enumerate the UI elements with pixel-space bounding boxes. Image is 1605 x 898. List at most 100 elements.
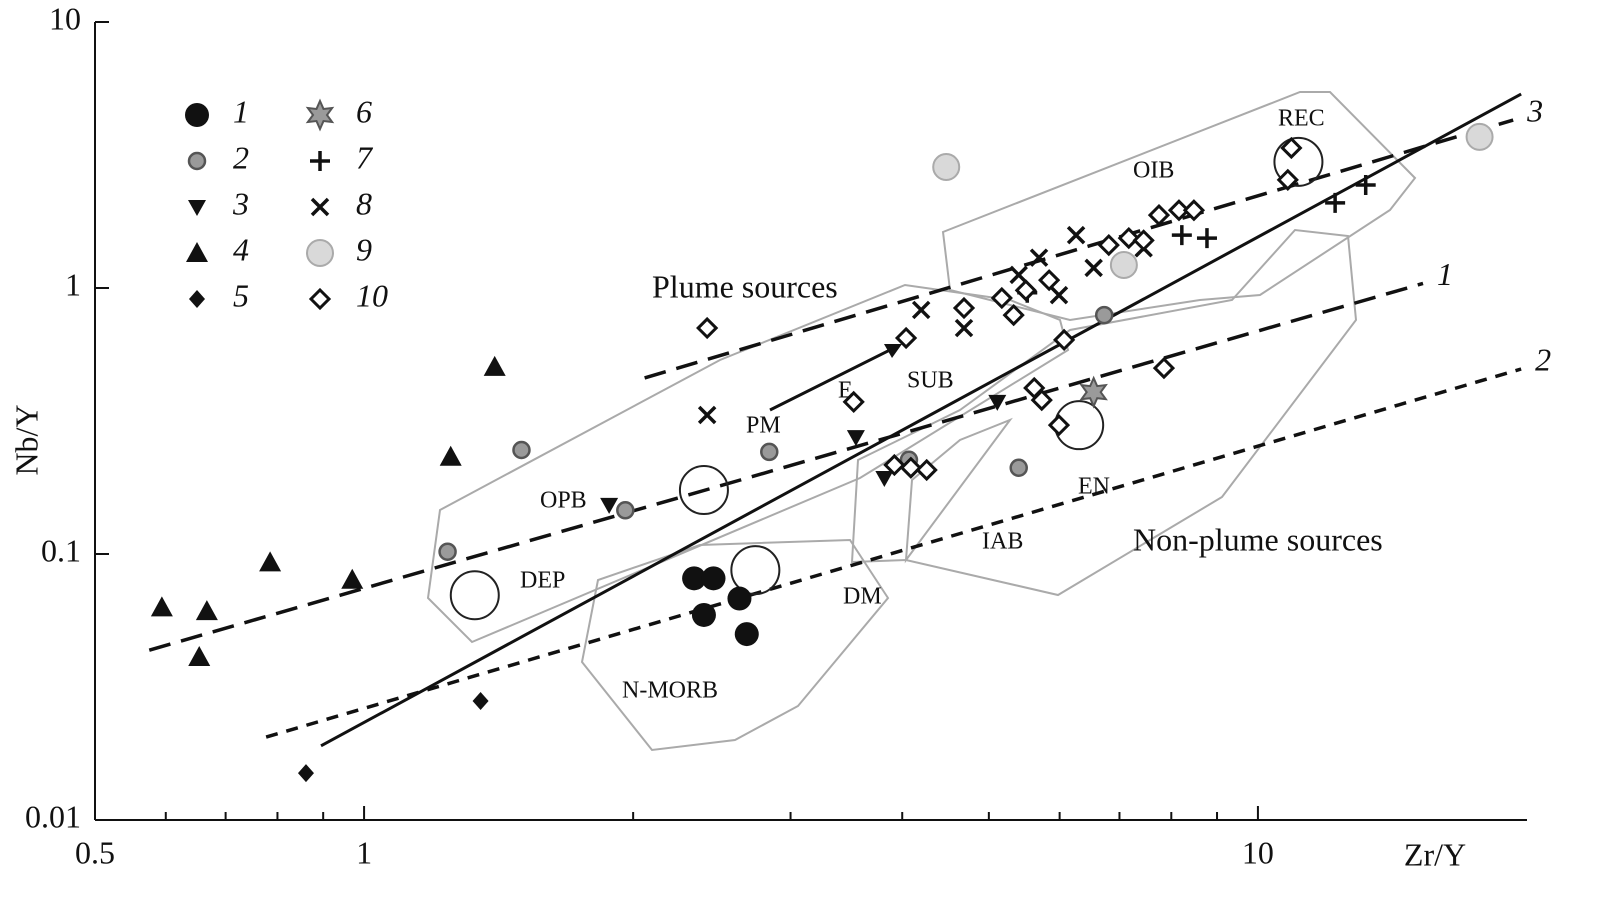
reference-point bbox=[449, 570, 500, 621]
data-point bbox=[1002, 303, 1025, 327]
annotation: DEP bbox=[520, 568, 565, 594]
data-point bbox=[894, 326, 918, 350]
x-axis-label: Zr/Y bbox=[1404, 836, 1466, 872]
x-tick-label: 0.5 bbox=[75, 834, 115, 870]
data-point bbox=[1147, 203, 1171, 227]
data-point bbox=[1167, 199, 1191, 222]
data-point bbox=[691, 602, 716, 627]
legend-marker bbox=[305, 98, 335, 132]
legend-label: 2 bbox=[233, 139, 249, 175]
data-point bbox=[1182, 199, 1206, 222]
data-point bbox=[1030, 388, 1053, 412]
y-tick-label: 0.1 bbox=[41, 532, 81, 568]
data-point bbox=[1038, 269, 1061, 292]
data-point bbox=[439, 445, 462, 466]
annotation: DM bbox=[843, 584, 882, 610]
fit-line bbox=[320, 92, 1522, 748]
data-point bbox=[952, 296, 976, 320]
oib-field bbox=[941, 91, 1417, 322]
data-point bbox=[883, 453, 906, 477]
data-point bbox=[1132, 229, 1155, 252]
annotation: REC bbox=[1278, 106, 1325, 132]
data-point bbox=[1094, 305, 1114, 325]
legend-label: 10 bbox=[356, 277, 388, 313]
data-point bbox=[195, 600, 218, 621]
data-point bbox=[1109, 251, 1138, 280]
data-point bbox=[1325, 192, 1346, 213]
legend-marker bbox=[308, 287, 332, 311]
data-point bbox=[899, 456, 922, 479]
data-point bbox=[1009, 458, 1028, 477]
legend-label: 8 bbox=[356, 185, 372, 221]
legend-label: 4 bbox=[233, 231, 249, 267]
data-point bbox=[1014, 279, 1037, 302]
legend-marker bbox=[185, 103, 209, 127]
data-point bbox=[954, 318, 974, 338]
data-point bbox=[341, 568, 364, 589]
data-point bbox=[512, 440, 531, 460]
legend-marker bbox=[310, 151, 330, 171]
data-point bbox=[682, 566, 707, 591]
annotation: OIB bbox=[1133, 158, 1174, 184]
legend-label: 7 bbox=[356, 139, 374, 175]
data-point bbox=[1152, 356, 1176, 380]
data-point bbox=[188, 645, 211, 666]
data-point bbox=[1049, 285, 1069, 305]
line-label: 2 bbox=[1535, 341, 1551, 377]
data-point bbox=[1053, 328, 1076, 352]
data-point bbox=[1171, 225, 1192, 246]
y-tick-label: 1 bbox=[65, 266, 81, 302]
annotation: N-MORB bbox=[622, 678, 718, 704]
line-label: 1 bbox=[1437, 256, 1453, 292]
data-point bbox=[1084, 258, 1103, 278]
legend-label: 9 bbox=[356, 231, 372, 267]
legend-marker bbox=[310, 197, 330, 217]
legend-label: 6 bbox=[356, 93, 372, 129]
legend-label: 5 bbox=[233, 277, 249, 313]
data-point bbox=[988, 394, 1007, 411]
annotation: SUB bbox=[907, 368, 954, 394]
data-point bbox=[760, 442, 779, 462]
data-point bbox=[875, 471, 894, 488]
y-tick-label: 0.01 bbox=[25, 798, 81, 834]
data-point bbox=[483, 355, 506, 376]
data-point bbox=[1029, 248, 1049, 267]
legend-marker bbox=[188, 200, 206, 216]
annotation: Plume sources bbox=[652, 268, 838, 304]
data-point bbox=[1047, 414, 1071, 437]
data-point bbox=[1465, 122, 1494, 151]
legend-marker bbox=[306, 239, 335, 267]
data-point bbox=[1276, 168, 1299, 191]
y-axis-label: Nb/Y bbox=[8, 404, 44, 475]
legend-marker bbox=[187, 151, 207, 171]
y-tick-label: 10 bbox=[49, 0, 81, 36]
fit-line bbox=[148, 281, 1424, 652]
data-point bbox=[297, 764, 314, 783]
non-plume-field bbox=[850, 228, 1358, 597]
reference-point bbox=[1054, 400, 1105, 451]
data-point bbox=[696, 316, 719, 340]
data-point bbox=[915, 458, 938, 482]
data-point bbox=[990, 286, 1013, 310]
x-tick-label: 10 bbox=[1242, 834, 1274, 870]
legend-marker bbox=[186, 242, 208, 262]
x-tick-label: 1 bbox=[356, 834, 372, 870]
annotation: OPB bbox=[540, 488, 587, 514]
data-point bbox=[1066, 225, 1086, 245]
data-point bbox=[1097, 233, 1120, 257]
data-point bbox=[1117, 226, 1140, 250]
annotation: IAB bbox=[982, 529, 1023, 555]
data-point bbox=[472, 692, 489, 711]
data-point bbox=[150, 596, 173, 617]
data-point bbox=[438, 542, 457, 561]
data-point bbox=[846, 430, 865, 447]
data-point bbox=[701, 566, 726, 591]
data-point bbox=[932, 153, 961, 182]
annotation: Non-plume sources bbox=[1133, 521, 1383, 557]
data-point bbox=[727, 586, 752, 611]
arrow-head bbox=[884, 344, 902, 358]
legend-marker bbox=[189, 290, 205, 308]
annotation: PM bbox=[746, 413, 781, 439]
data-point bbox=[734, 622, 759, 647]
